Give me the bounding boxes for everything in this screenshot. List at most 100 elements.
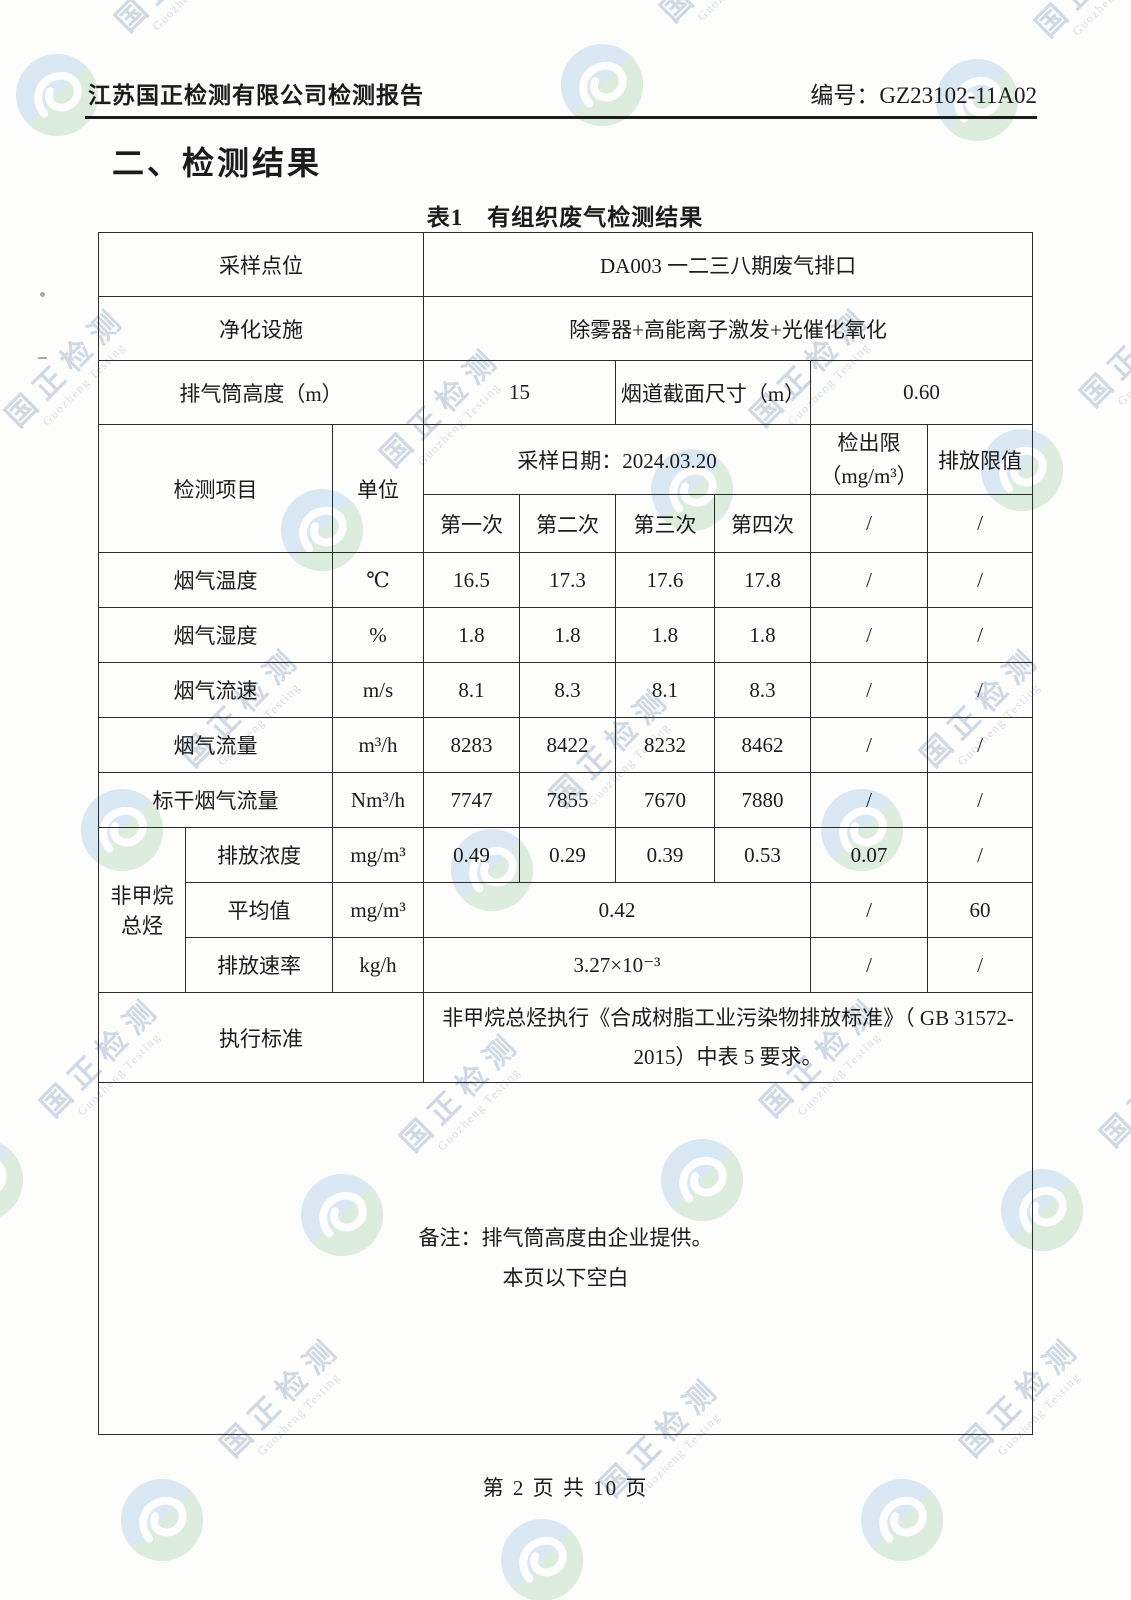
cell-value: 0.39 bbox=[615, 827, 715, 884]
cell-emission: / bbox=[926, 772, 1034, 829]
table-row-nmhc-concentration: 非甲烷总烃 排放浓度 mg/m³ 0.49 0.29 0.39 0.53 0.0… bbox=[98, 827, 1034, 994]
cell-merged-value: 0.42 bbox=[423, 882, 811, 939]
cell-value: 8.3 bbox=[519, 662, 616, 719]
cell-limit: / bbox=[810, 552, 928, 609]
cell-value: 8232 bbox=[615, 717, 715, 774]
cell-item: 烟气温度 bbox=[98, 552, 333, 609]
scan-speck bbox=[38, 357, 47, 359]
cell-unit: mg/m³ bbox=[332, 827, 424, 884]
cell-standard-text: 非甲烷总烃执行《合成树脂工业污染物排放标准》（ GB 31572-2015）中表… bbox=[422, 992, 1034, 1084]
cell-limit: / bbox=[810, 772, 928, 829]
cell-item: 排放速率 bbox=[185, 937, 333, 994]
cell-unit: kg/h bbox=[332, 937, 424, 994]
cell-value: 除雾器+高能离子激发+光催化氧化 bbox=[422, 296, 1034, 361]
cell-unit: Nm³/h bbox=[332, 772, 424, 829]
cell-item: 排放浓度 bbox=[185, 827, 333, 884]
table-title: 表1 有组织废气检测结果 bbox=[426, 205, 704, 230]
report-number: 编号：GZ23102-11A02 bbox=[810, 83, 1037, 108]
detection-limit-line1: 检出限 bbox=[837, 431, 901, 455]
cell-unit: m³/h bbox=[332, 717, 424, 774]
remark-line1: 备注：排气筒高度由企业提供。 bbox=[418, 1225, 713, 1250]
col-header-sample-date: 采样日期：2024.03.20 bbox=[423, 423, 811, 496]
cell-value: 7880 bbox=[714, 772, 811, 829]
col-header-unit: 单位 bbox=[332, 423, 424, 554]
table-row-flow: 烟气流量 m³/h 8283 8422 8232 8462 / / bbox=[98, 717, 1034, 774]
header-rule bbox=[85, 116, 1037, 119]
cell-limit: / bbox=[810, 662, 928, 719]
cell-limit: / bbox=[810, 607, 928, 664]
page-number: 第 2 页 共 10 页 bbox=[482, 1476, 649, 1500]
cell-value: 8422 bbox=[519, 717, 616, 774]
table-row-nmhc-rate: 排放速率 kg/h 3.27×10⁻³ / / bbox=[99, 937, 1034, 994]
cell-value: 17.8 bbox=[714, 552, 811, 609]
cell-value: 1.8 bbox=[519, 607, 616, 664]
cell-label: 采样点位 bbox=[98, 232, 424, 297]
cell-remarks: 备注：排气筒高度由企业提供。 本页以下空白 bbox=[97, 1082, 1034, 1436]
row-header-top: 检测项目 单位 采样日期：2024.03.20 检出限 （mg/m³） 排放限值 bbox=[98, 423, 1034, 554]
cell-limit: / bbox=[810, 882, 928, 939]
cell-label: 排气筒高度（m） bbox=[98, 360, 424, 425]
cell-label: 净化设施 bbox=[98, 296, 424, 361]
cell-value: 8462 bbox=[714, 717, 811, 774]
cell-item: 烟气流量 bbox=[98, 717, 333, 774]
cell-value: 7747 bbox=[423, 772, 520, 829]
cell-item: 平均值 bbox=[185, 882, 333, 939]
row-sampling-point: 采样点位 DA003 一二三八期废气排口 bbox=[98, 232, 1034, 297]
cell-value: 1.8 bbox=[423, 607, 520, 664]
cell-item: 烟气湿度 bbox=[98, 607, 333, 664]
cell-value: 8.1 bbox=[615, 662, 715, 719]
remark-line2: 本页以下空白 bbox=[502, 1265, 629, 1290]
cell-label: 烟道截面尺寸（m） bbox=[615, 360, 811, 425]
cell-value: 8.3 bbox=[714, 662, 811, 719]
cell-value: 1.8 bbox=[714, 607, 811, 664]
cell-emission: 60 bbox=[926, 882, 1034, 939]
row-purification: 净化设施 除雾器+高能离子激发+光催化氧化 bbox=[98, 296, 1034, 361]
cell-limit: / bbox=[810, 937, 928, 994]
cell-item: 标干烟气流量 bbox=[98, 772, 333, 829]
cell-value: 8.1 bbox=[423, 662, 520, 719]
report-header-title: 江苏国正检测有限公司检测报告 bbox=[88, 83, 424, 108]
col-header-run2: 第二次 bbox=[519, 494, 616, 554]
cell-emission: / bbox=[926, 552, 1034, 609]
cell-value: 17.6 bbox=[615, 552, 715, 609]
cell-value: 15 bbox=[423, 360, 616, 425]
section-title: 二、检测结果 bbox=[112, 145, 323, 181]
row-remarks: 备注：排气筒高度由企业提供。 本页以下空白 bbox=[97, 1082, 1034, 1436]
cell-limit: 0.07 bbox=[810, 827, 928, 884]
cell-unit: ℃ bbox=[332, 552, 424, 609]
cell-value: 8283 bbox=[423, 717, 520, 774]
col-header-run4: 第四次 bbox=[714, 494, 811, 554]
col-header-item: 检测项目 bbox=[98, 423, 333, 554]
col-header-run3: 第三次 bbox=[615, 494, 715, 554]
cell-unit: m/s bbox=[332, 662, 424, 719]
cell-item: 烟气流速 bbox=[98, 662, 333, 719]
table-row-velocity: 烟气流速 m/s 8.1 8.3 8.1 8.3 / / bbox=[98, 662, 1034, 719]
cell-value: DA003 一二三八期废气排口 bbox=[422, 232, 1034, 297]
cell-value: 0.49 bbox=[423, 827, 520, 884]
cell-label: 执行标准 bbox=[98, 992, 424, 1084]
col-header-run1: 第一次 bbox=[423, 494, 520, 554]
results-table: 采样点位 DA003 一二三八期废气排口 净化设施 除雾器+高能离子激发+光催化… bbox=[97, 232, 1034, 1436]
cell-emission: / bbox=[926, 717, 1034, 774]
cell-unit: % bbox=[332, 607, 424, 664]
cell-limit: / bbox=[810, 717, 928, 774]
cell-value: 7855 bbox=[519, 772, 616, 829]
col-header-emission-limit: 排放限值 bbox=[926, 423, 1034, 496]
cell-value: 1.8 bbox=[615, 607, 715, 664]
cell-value: 7670 bbox=[615, 772, 715, 829]
cell-slash: / bbox=[810, 494, 928, 554]
cell-emission: / bbox=[926, 662, 1034, 719]
cell-value: 16.5 bbox=[423, 552, 520, 609]
col-header-detection-limit: 检出限 （mg/m³） bbox=[810, 423, 928, 496]
cell-value: 0.29 bbox=[519, 827, 616, 884]
row-stack-height: 排气筒高度（m） 15 烟道截面尺寸（m） 0.60 bbox=[98, 360, 1034, 425]
cell-value: 0.53 bbox=[714, 827, 811, 884]
scan-speck bbox=[40, 292, 45, 297]
row-standard: 执行标准 非甲烷总烃执行《合成树脂工业污染物排放标准》（ GB 31572-20… bbox=[98, 992, 1034, 1084]
cell-group-name: 非甲烷总烃 bbox=[98, 827, 186, 994]
cell-value: 17.3 bbox=[519, 552, 616, 609]
cell-unit: mg/m³ bbox=[332, 882, 424, 939]
table-row-nmhc-average: 平均值 mg/m³ 0.42 / 60 bbox=[99, 882, 1034, 939]
cell-emission: / bbox=[926, 607, 1034, 664]
